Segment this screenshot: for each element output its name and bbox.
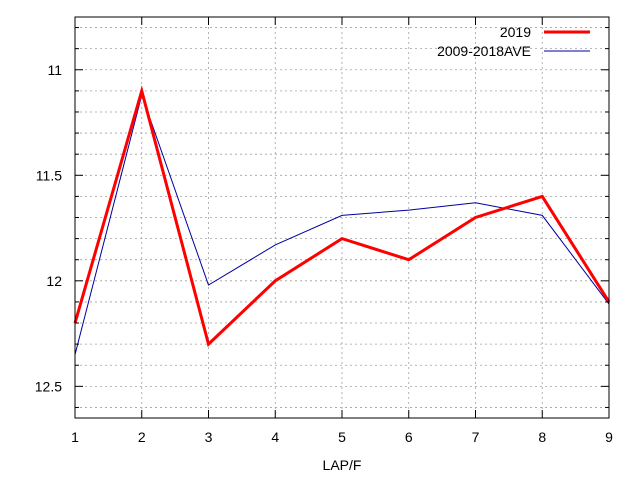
x-tick-label: 5 [338, 429, 346, 445]
x-tick-label: 9 [605, 429, 613, 445]
x-tick-label: 7 [472, 429, 480, 445]
x-tick-label: 6 [405, 429, 413, 445]
y-tick-label: 11 [47, 62, 62, 78]
y-tick-label: 12 [46, 273, 62, 289]
series-lines [73, 85, 611, 355]
x-tick-label: 3 [205, 429, 213, 445]
x-axis-label: LAP/F [323, 457, 362, 473]
y-tick-label: 12.5 [35, 378, 62, 394]
legend-label: 2019 [500, 24, 531, 40]
y-tick-label: 11.5 [36, 167, 62, 183]
x-tick-label: 8 [538, 429, 546, 445]
axis-ticks [74, 17, 610, 418]
legend: 2019 2009-2018AVE [437, 24, 590, 59]
legend-label: 2009-2018AVE [437, 43, 531, 59]
x-tick-label: 1 [71, 429, 79, 445]
x-tick-label: 4 [271, 429, 279, 445]
grid-lines [75, 17, 609, 418]
series-line-average [74, 93, 610, 355]
x-tick-label: 2 [138, 429, 146, 445]
series-line-2019 [73, 85, 611, 347]
